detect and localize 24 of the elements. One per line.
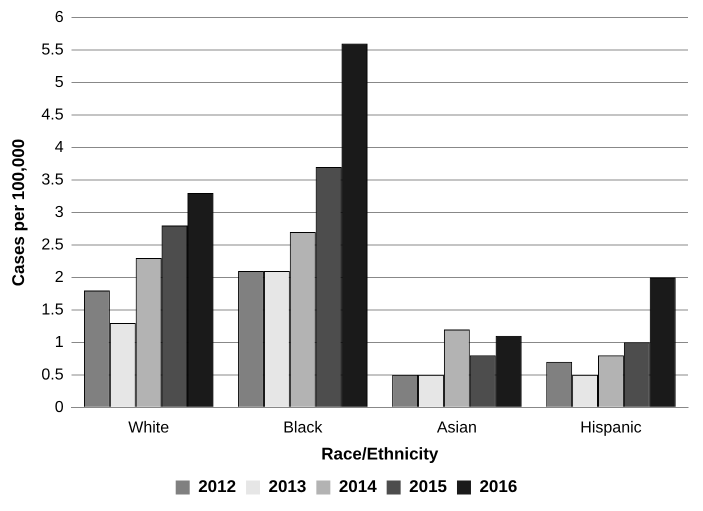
y-tick-label: 3 bbox=[54, 204, 64, 221]
x-tick-label: Black bbox=[283, 419, 324, 436]
legend-label: 2014 bbox=[338, 477, 378, 496]
y-tick-label: 4.5 bbox=[41, 106, 64, 124]
y-axis-title: Cases per 100,000 bbox=[8, 138, 28, 286]
legend-label: 2012 bbox=[198, 477, 236, 496]
legend-label: 2015 bbox=[409, 477, 447, 496]
y-tick-label: 1.5 bbox=[41, 301, 64, 318]
y-tick-label: 2.5 bbox=[41, 236, 64, 254]
y-tick-label: 6 bbox=[54, 9, 64, 26]
y-tick-label: 0 bbox=[54, 398, 64, 416]
y-tick-label: 1 bbox=[54, 334, 64, 351]
y-tick-label: 3.5 bbox=[41, 171, 64, 188]
x-axis-title: Race/Ethnicity bbox=[321, 444, 439, 464]
y-tick-label: 2 bbox=[54, 268, 64, 286]
y-tick-label: 4 bbox=[54, 138, 64, 156]
y-tick-label: 5 bbox=[54, 74, 64, 91]
legend-label: 2016 bbox=[479, 477, 518, 496]
x-tick-label: Asian bbox=[436, 419, 477, 436]
y-tick-label: 5.5 bbox=[41, 41, 64, 58]
y-tick-label: 0.5 bbox=[41, 366, 64, 384]
legend-label: 2013 bbox=[268, 477, 306, 496]
x-tick-label: White bbox=[128, 419, 170, 436]
x-tick-label: Hispanic bbox=[580, 419, 642, 436]
